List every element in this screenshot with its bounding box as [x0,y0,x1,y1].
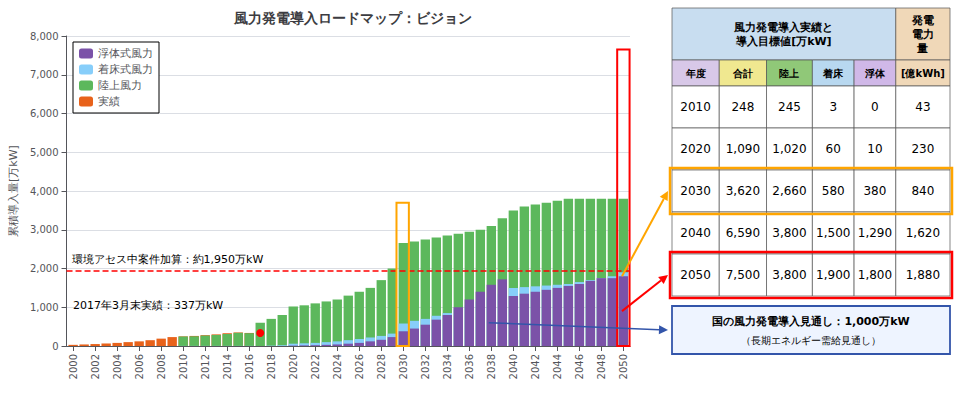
svg-text:累積導入量[万kW]: 累積導入量[万kW] [7,145,20,237]
svg-text:2040: 2040 [508,354,519,379]
svg-text:580: 580 [822,184,845,198]
svg-text:1,020: 1,020 [772,142,806,156]
svg-text:43: 43 [915,100,930,114]
svg-text:2038: 2038 [486,354,497,379]
svg-text:2002: 2002 [90,354,101,379]
svg-text:60: 60 [826,142,841,156]
svg-text:380: 380 [863,184,886,198]
svg-text:7,500: 7,500 [726,268,760,282]
svg-text:2,660: 2,660 [772,184,806,198]
svg-text:2018: 2018 [266,354,277,379]
svg-text:2034: 2034 [442,354,453,379]
svg-text:陸上: 陸上 [779,68,799,79]
svg-text:2010: 2010 [178,354,189,379]
svg-text:2026: 2026 [354,354,365,379]
svg-text:2048: 2048 [596,354,607,379]
svg-text:国の風力発電導入見通し：1,000万kW: 国の風力発電導入見通し：1,000万kW [712,315,909,328]
svg-text:2000: 2000 [68,354,79,379]
svg-text:2010: 2010 [680,100,711,114]
svg-text:1,500: 1,500 [816,226,850,240]
svg-text:3: 3 [829,100,837,114]
svg-text:2,000: 2,000 [30,263,59,274]
svg-text:6,000: 6,000 [30,108,59,119]
svg-text:風力発電導入実績と: 風力発電導入実績と [733,21,833,34]
svg-text:2014: 2014 [222,354,233,379]
svg-text:[億kWh]: [億kWh] [901,68,945,79]
svg-text:実績: 実績 [98,95,120,108]
svg-text:量: 量 [916,42,928,55]
svg-text:2006: 2006 [134,354,145,379]
svg-text:1,800: 1,800 [858,268,892,282]
svg-text:（長期エネルギー需給見通し）: （長期エネルギー需給見通し） [741,335,881,346]
svg-text:着床式風力: 着床式風力 [98,63,153,76]
svg-text:浮体式風力: 浮体式風力 [98,47,153,60]
svg-text:発電: 発電 [911,14,934,27]
svg-text:2008: 2008 [156,354,167,379]
svg-text:2042: 2042 [530,354,541,379]
svg-text:2022: 2022 [310,354,321,379]
svg-text:2028: 2028 [376,354,387,379]
svg-text:1,880: 1,880 [906,268,940,282]
svg-text:1,000: 1,000 [30,302,59,313]
svg-text:2030: 2030 [398,354,409,379]
svg-text:1,900: 1,900 [816,268,850,282]
svg-text:3,620: 3,620 [726,184,760,198]
svg-text:7,000: 7,000 [30,69,59,80]
svg-text:2020: 2020 [680,142,711,156]
svg-text:5,000: 5,000 [30,147,59,158]
svg-text:0: 0 [871,100,879,114]
svg-text:2016: 2016 [244,354,255,379]
svg-text:2012: 2012 [200,354,211,379]
svg-text:着床: 着床 [822,68,844,79]
svg-text:3,000: 3,000 [30,224,59,235]
svg-text:2030: 2030 [680,184,711,198]
svg-text:1,620: 1,620 [906,226,940,240]
svg-text:1,290: 1,290 [858,226,892,240]
svg-text:導入目標値[万kW]: 導入目標値[万kW] [735,35,832,48]
svg-text:2046: 2046 [574,354,585,379]
svg-text:陸上風力: 陸上風力 [98,79,142,92]
svg-text:2036: 2036 [464,354,475,379]
svg-text:4,000: 4,000 [30,186,59,197]
svg-text:8,000: 8,000 [30,31,59,42]
svg-text:2020: 2020 [288,354,299,379]
svg-text:2050: 2050 [618,354,629,379]
svg-text:245: 245 [778,100,801,114]
svg-text:840: 840 [911,184,934,198]
svg-text:2004: 2004 [112,354,123,379]
svg-text:風力発電導入ロードマップ：ビジョン: 風力発電導入ロードマップ：ビジョン [233,10,472,26]
svg-text:248: 248 [731,100,754,114]
svg-text:3,800: 3,800 [772,226,806,240]
svg-text:3,800: 3,800 [772,268,806,282]
svg-text:2024: 2024 [332,354,343,379]
svg-text:1,090: 1,090 [726,142,760,156]
svg-text:2017年3月末実績：337万kW: 2017年3月末実績：337万kW [73,299,223,312]
svg-text:0: 0 [52,341,58,352]
svg-text:6,590: 6,590 [726,226,760,240]
svg-text:10: 10 [867,142,882,156]
svg-text:環境アセス中案件加算：約1,950万kW: 環境アセス中案件加算：約1,950万kW [72,253,264,266]
svg-text:年度: 年度 [685,68,706,79]
svg-text:2050: 2050 [680,268,711,282]
svg-text:電力: 電力 [912,28,934,41]
svg-text:2044: 2044 [552,354,563,379]
svg-text:合計: 合計 [732,68,753,79]
svg-text:230: 230 [911,142,934,156]
svg-text:2032: 2032 [420,354,431,379]
svg-text:2040: 2040 [680,226,711,240]
svg-text:浮体: 浮体 [864,68,886,79]
